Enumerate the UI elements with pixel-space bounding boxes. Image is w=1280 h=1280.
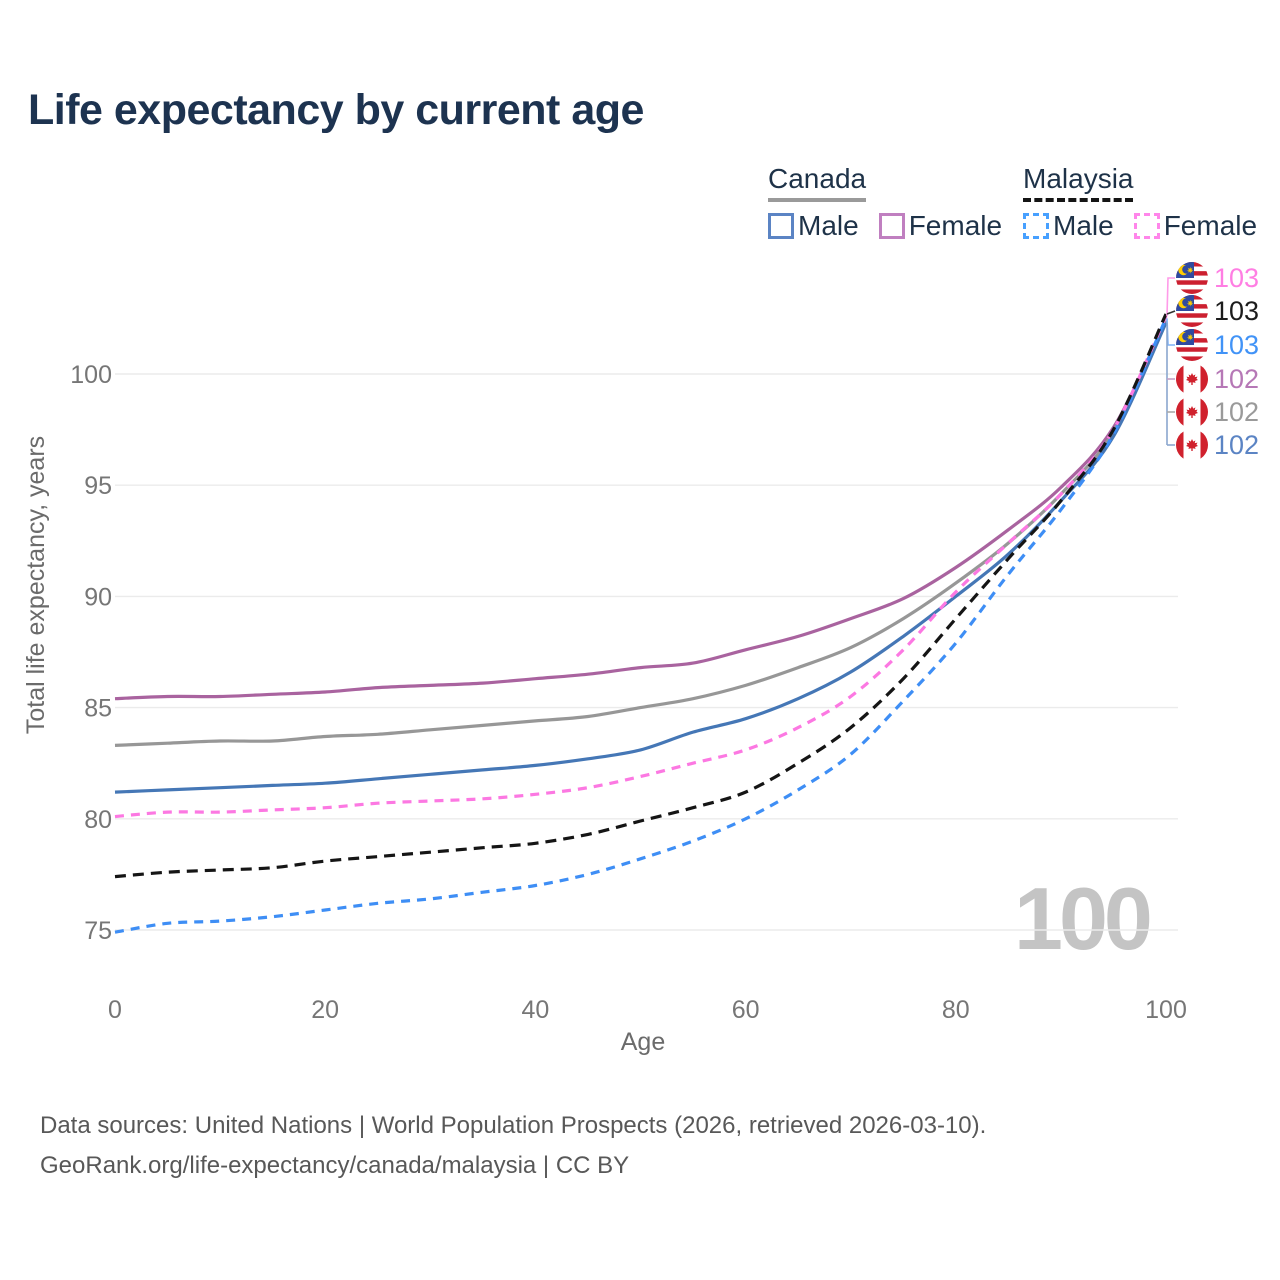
legend-country-canada[interactable]: Canada	[768, 163, 867, 202]
legend-label-canada-male: Male	[798, 210, 859, 241]
y-tick-label-95: 95	[84, 472, 112, 500]
legend-country-malaysia[interactable]: Malaysia	[1023, 163, 1134, 202]
hover-age-watermark: 100	[1014, 869, 1153, 968]
leader-line-malaysia-female	[1166, 277, 1175, 317]
canada-flag-icon	[1176, 429, 1208, 461]
canada-female-swatch-checkbox[interactable]	[878, 213, 905, 239]
y-tick-label-85: 85	[84, 695, 112, 723]
y-tick-label-90: 90	[84, 583, 112, 611]
malaysia-female-swatch-checkbox[interactable]	[1133, 213, 1160, 239]
footer-data-sources: Data sources: United Nations | World Pop…	[40, 1112, 987, 1139]
x-axis-title: Age	[621, 1028, 665, 1056]
canada-flag-icon	[1176, 396, 1208, 428]
x-tick-label-20: 20	[311, 996, 339, 1024]
y-tick-label-80: 80	[84, 806, 112, 834]
y-tick-label-75: 75	[84, 917, 112, 945]
legend-items-canada: Male Female	[768, 210, 1002, 242]
legend-item-canada-female[interactable]: Female	[878, 210, 1003, 242]
legend-label-malaysia-female: Female	[1163, 210, 1258, 241]
x-tick-label-40: 40	[521, 996, 549, 1024]
x-tick-label-100: 100	[1145, 996, 1187, 1024]
end-value-label-malaysia-male: 103	[1214, 330, 1259, 360]
legend-label-malaysia-male: Male	[1053, 210, 1114, 241]
series-line-canada-male[interactable]	[114, 322, 1168, 794]
series-line-canada-total[interactable]	[114, 319, 1168, 748]
malaysia-flag-icon	[1176, 295, 1208, 327]
footer-attribution: Data sources: United Nations | World Pop…	[40, 1106, 986, 1186]
malaysia-flag-icon	[1176, 262, 1208, 294]
legend-group-canada: Canada Male Female	[768, 163, 1002, 242]
canada-male-swatch-checkbox[interactable]	[768, 213, 794, 239]
legend-item-malaysia-male[interactable]: Male	[1023, 210, 1114, 242]
leader-line-malaysia-total	[1166, 310, 1176, 315]
page-title: Life expectancy by current age	[28, 86, 644, 134]
y-tick-label-100: 100	[70, 361, 112, 389]
leader-line-malaysia-male	[1166, 318, 1175, 346]
footer-url-license: GeoRank.org/life-expectancy/canada/malay…	[40, 1152, 630, 1179]
legend-items-malaysia: Male Female	[1023, 210, 1257, 242]
canada-flag-icon	[1176, 363, 1208, 395]
legend-item-malaysia-female[interactable]: Female	[1133, 210, 1258, 242]
malaysia-male-swatch-checkbox[interactable]	[1023, 213, 1049, 239]
series-line-malaysia-total[interactable]	[114, 313, 1168, 879]
end-value-label-canada-total: 102	[1214, 397, 1259, 427]
legend-group-malaysia: Malaysia Male Female	[1023, 163, 1257, 242]
y-axis-title: Total life expectancy, years	[22, 436, 50, 734]
legend-label-canada-female: Female	[908, 210, 1003, 241]
x-tick-label-0: 0	[108, 996, 122, 1024]
end-value-label-malaysia-total: 103	[1214, 296, 1259, 326]
end-value-label-malaysia-female: 103	[1214, 263, 1259, 293]
end-value-label-canada-male: 102	[1214, 430, 1259, 460]
end-value-label-canada-female: 102	[1214, 364, 1259, 394]
malaysia-flag-icon	[1176, 329, 1208, 361]
series-line-malaysia-male[interactable]	[114, 317, 1168, 934]
x-tick-label-80: 80	[942, 996, 970, 1024]
series-line-malaysia-female[interactable]	[114, 315, 1168, 819]
x-tick-label-60: 60	[732, 996, 760, 1024]
legend-item-canada-male[interactable]: Male	[768, 210, 859, 242]
series-line-canada-female[interactable]	[114, 319, 1168, 701]
